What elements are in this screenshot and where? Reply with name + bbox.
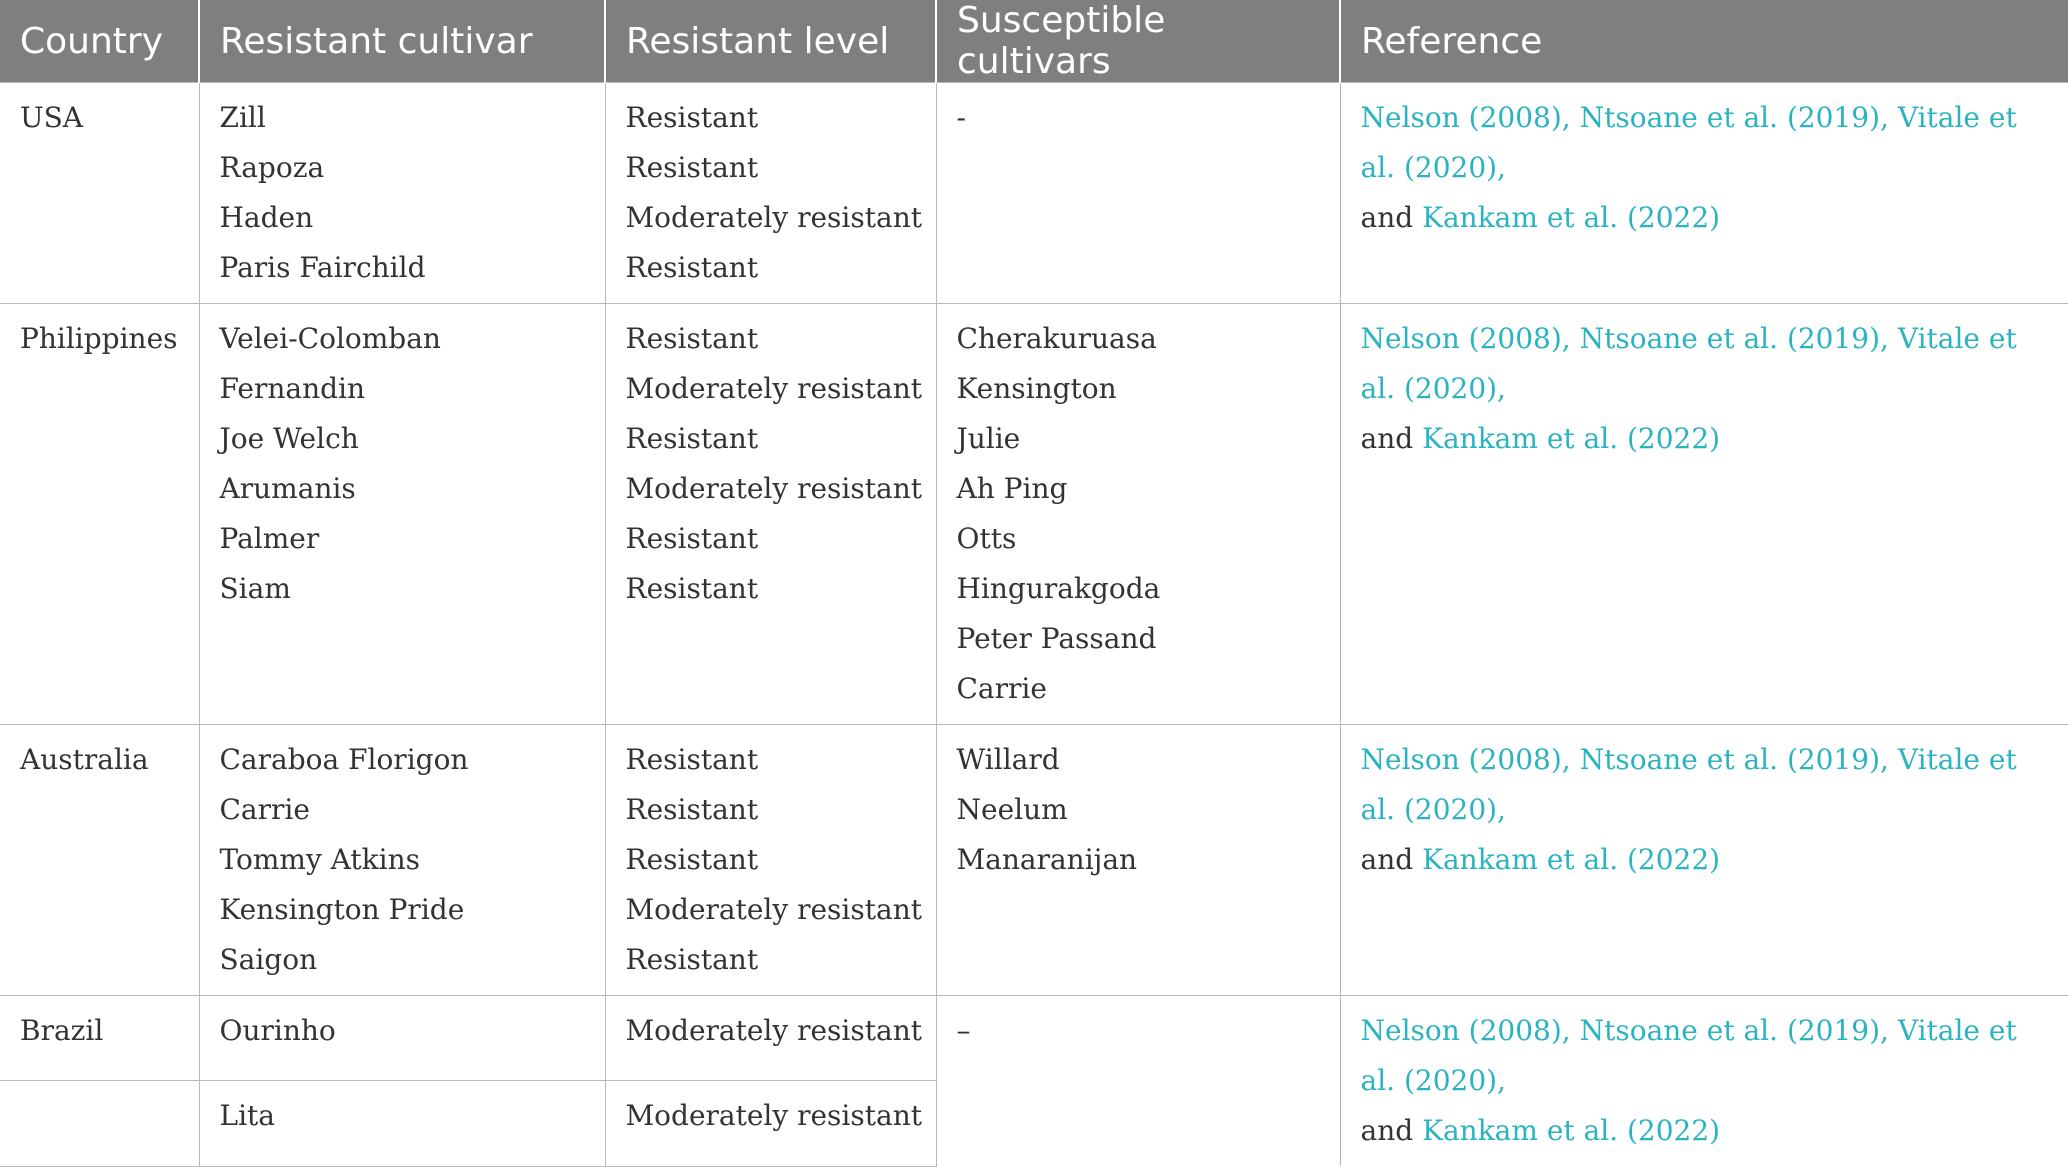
header-resistant-level: Resistant level [604, 0, 936, 83]
header-reference: Reference [1339, 0, 2068, 83]
susceptible-cultivars-cell: – [935, 995, 1340, 1166]
resistant-level: Moderately resistant [625, 201, 922, 234]
table-row-philippines: Philippines Velei-Colomban Fernandin Joe… [0, 303, 2068, 725]
resistant-level: Moderately resistant [625, 1099, 922, 1133]
resistant-cultivar-cell: Zill Rapoza Haden Paris Fairchild [198, 82, 605, 304]
resistant-cultivar: Arumanis [219, 472, 356, 505]
susceptible-cultivars-cell: Willard Neelum Manaranijan [935, 724, 1340, 996]
reference-link[interactable]: Nelson (2008), Ntsoane et al. (2019), Vi… [1360, 1014, 2017, 1097]
reference-and-text: and [1360, 422, 1423, 455]
country-name: Philippines [20, 322, 178, 355]
table-row-australia: Australia Caraboa Florigon Carrie Tommy … [0, 724, 2068, 996]
resistant-level: Resistant [625, 572, 759, 605]
susceptible-cultivars-cell: Cherakuruasa Kensington Julie Ah Ping Ot… [935, 303, 1340, 725]
susceptible-cultivar: Hingurakgoda [956, 572, 1161, 605]
resistant-cultivar: Tommy Atkins [219, 843, 420, 876]
reference-link[interactable]: Kankam et al. (2022) [1422, 1114, 1721, 1147]
susceptible-cultivar: Manaranijan [956, 843, 1138, 876]
country-cell: Australia [0, 724, 199, 996]
resistant-level: Resistant [625, 522, 759, 555]
resistant-level: Resistant [625, 793, 759, 826]
resistant-cultivar: Lita [219, 1099, 276, 1133]
country-cell-empty [0, 1080, 199, 1167]
header-resistant-cultivar: Resistant cultivar [198, 0, 605, 83]
resistant-level: Resistant [625, 251, 759, 284]
reference-link[interactable]: Nelson (2008), Ntsoane et al. (2019), Vi… [1360, 101, 2017, 184]
susceptible-cultivar: Ah Ping [956, 472, 1068, 505]
reference-cell: Nelson (2008), Ntsoane et al. (2019), Vi… [1339, 303, 2068, 725]
resistant-cultivar: Rapoza [219, 151, 325, 184]
resistant-cultivar: Carrie [219, 793, 310, 826]
reference-link[interactable]: Nelson (2008), Ntsoane et al. (2019), Vi… [1360, 743, 2017, 826]
susceptible-cultivar: Willard [956, 743, 1060, 776]
reference-and-text: and [1360, 201, 1423, 234]
resistant-cultivar-cell: Lita [198, 1080, 605, 1167]
table-row-usa: USA Zill Rapoza Haden Paris Fairchild Re… [0, 82, 2068, 304]
resistant-level-cell: Resistant Moderately resistant Resistant… [604, 303, 936, 725]
reference-link[interactable]: Kankam et al. (2022) [1422, 422, 1721, 455]
susceptible-cultivar: Cherakuruasa [956, 322, 1157, 355]
resistant-cultivar: Palmer [219, 522, 320, 555]
resistant-cultivar: Caraboa Florigon [219, 743, 469, 776]
resistant-cultivar: Zill [219, 101, 266, 134]
susceptible-cultivar: Otts [956, 522, 1017, 555]
resistant-cultivar: Saigon [219, 943, 318, 976]
reference-cell: Nelson (2008), Ntsoane et al. (2019), Vi… [1339, 82, 2068, 304]
country-cell: Philippines [0, 303, 199, 725]
reference-cell: Nelson (2008), Ntsoane et al. (2019), Vi… [1339, 995, 2068, 1166]
susceptible-cultivars-cell: - [935, 82, 1340, 304]
resistant-level-cell: Resistant Resistant Resistant Moderately… [604, 724, 936, 996]
resistant-cultivar: Kensington Pride [219, 893, 465, 926]
reference-link[interactable]: Nelson (2008), Ntsoane et al. (2019), Vi… [1360, 322, 2017, 405]
resistant-cultivar: Ourinho [219, 1014, 336, 1047]
resistant-cultivar: Haden [219, 201, 314, 234]
country-name: Australia [20, 743, 149, 776]
country-name: USA [20, 101, 83, 134]
reference-and-text: and [1360, 1114, 1423, 1147]
resistant-level: Moderately resistant [625, 472, 922, 505]
header-susceptible-cultivars: Susceptible cultivars [935, 0, 1340, 83]
resistant-cultivar: Paris Fairchild [219, 251, 426, 284]
table-row-brazil: Brazil Ourinho Moderately resistant – Ne… [0, 994, 2068, 1166]
resistant-level: Resistant [625, 151, 759, 184]
reference-link[interactable]: Kankam et al. (2022) [1422, 843, 1721, 876]
resistant-cultivar-cell: Velei-Colomban Fernandin Joe Welch Aruma… [198, 303, 605, 725]
resistant-level: Resistant [625, 322, 759, 355]
reference-link[interactable]: Kankam et al. (2022) [1422, 201, 1721, 234]
resistant-level: Resistant [625, 101, 759, 134]
resistant-level: Resistant [625, 422, 759, 455]
header-country: Country [0, 0, 199, 83]
susceptible-cultivar: Peter Passand [956, 622, 1157, 655]
resistant-cultivar-cell: Ourinho [198, 994, 605, 1081]
resistant-level-cell: Moderately resistant [604, 1080, 936, 1167]
resistant-cultivar: Velei-Colomban [219, 322, 441, 355]
country-name: Brazil [20, 1014, 104, 1047]
reference-cell: Nelson (2008), Ntsoane et al. (2019), Vi… [1339, 724, 2068, 996]
header-row: Country Resistant cultivar Resistant lev… [0, 0, 2068, 83]
susceptible-cultivar: Neelum [956, 793, 1068, 826]
resistant-cultivar-cell: Caraboa Florigon Carrie Tommy Atkins Ken… [198, 724, 605, 996]
resistant-cultivar: Joe Welch [219, 422, 359, 455]
resistant-level: Moderately resistant [625, 893, 922, 926]
resistant-level-cell: Resistant Resistant Moderately resistant… [604, 82, 936, 304]
resistant-cultivar: Siam [219, 572, 291, 605]
susceptible-cultivar: Julie [956, 422, 1021, 455]
reference-and-text: and [1360, 843, 1423, 876]
resistant-cultivar: Fernandin [219, 372, 366, 405]
resistant-level: Resistant [625, 743, 759, 776]
resistant-level: Resistant [625, 943, 759, 976]
country-cell: Brazil [0, 994, 199, 1081]
susceptible-cultivar: Kensington [956, 372, 1117, 405]
country-cell: USA [0, 82, 199, 304]
resistant-level: Resistant [625, 843, 759, 876]
susceptible-cultivar: – [956, 1014, 971, 1047]
resistant-level-cell: Moderately resistant [604, 994, 936, 1081]
susceptible-cultivar: - [956, 101, 966, 134]
susceptible-cultivar: Carrie [956, 672, 1047, 705]
resistant-level: Moderately resistant [625, 372, 922, 405]
resistant-level: Moderately resistant [625, 1014, 922, 1047]
